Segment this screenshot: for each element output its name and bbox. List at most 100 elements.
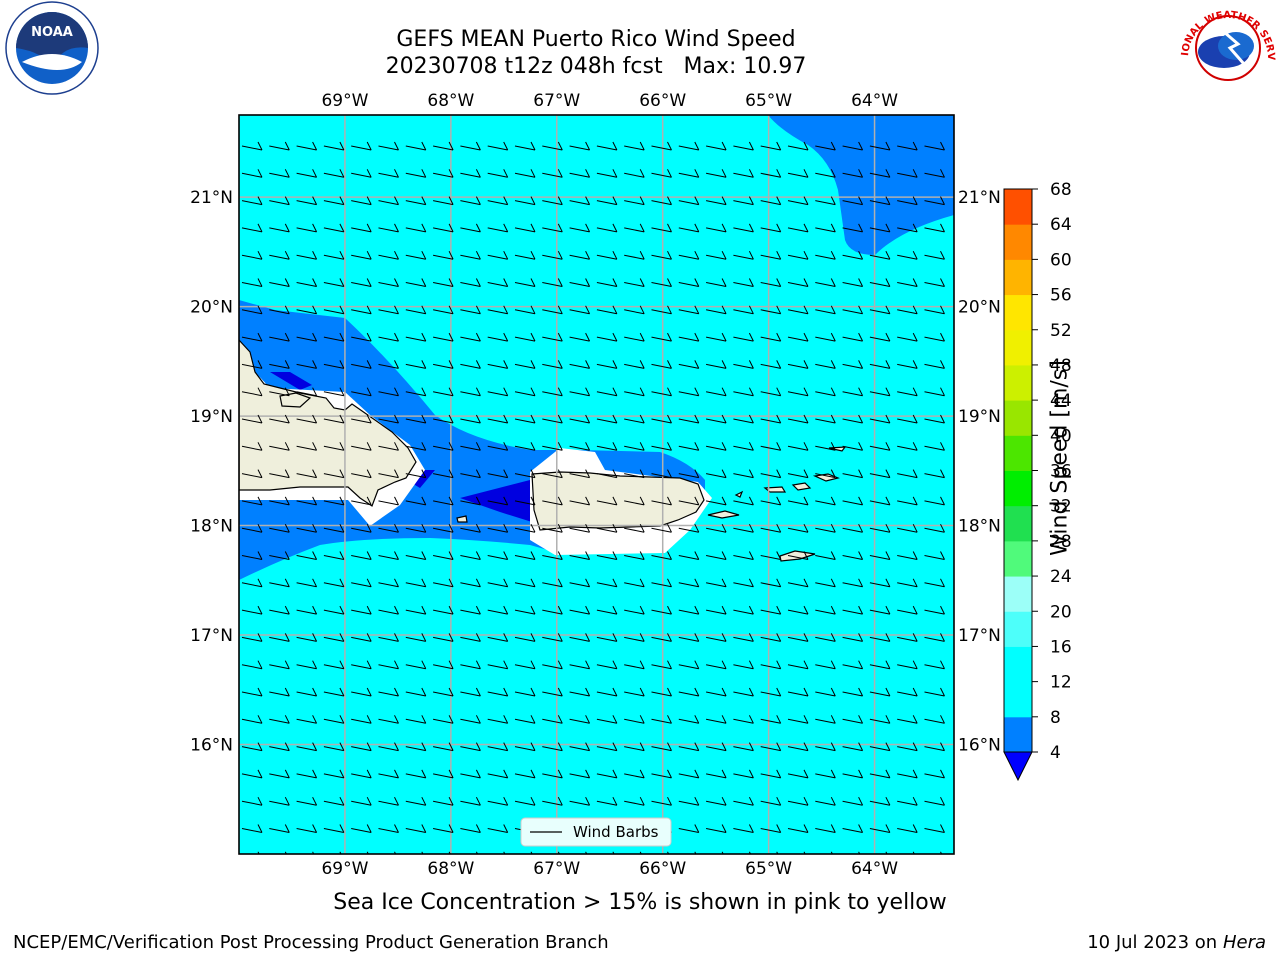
wind-barb bbox=[624, 196, 645, 206]
wind-barb bbox=[405, 414, 427, 424]
wind-barb bbox=[651, 769, 672, 779]
wind-barb bbox=[678, 715, 700, 724]
wind-barb bbox=[460, 442, 481, 451]
colorbar-tick-label: 64 bbox=[1050, 215, 1072, 235]
wind-barb bbox=[706, 278, 727, 287]
wind-barb bbox=[351, 633, 372, 642]
wind-barb bbox=[760, 414, 782, 424]
lon-label-top: 68°W bbox=[427, 91, 474, 111]
wind-barb bbox=[460, 414, 481, 424]
footer-date: 10 Jul 2023 on Hera bbox=[1087, 932, 1266, 953]
wind-barb bbox=[706, 796, 727, 806]
wind-barb bbox=[487, 169, 509, 178]
wind-barb bbox=[924, 360, 945, 369]
wind-barb bbox=[433, 442, 454, 451]
wind-barb bbox=[241, 414, 263, 424]
wind-barb bbox=[241, 824, 263, 833]
wind-barb bbox=[624, 523, 645, 533]
wind-barb bbox=[624, 605, 645, 615]
wind-barb bbox=[351, 824, 372, 833]
wind-barb bbox=[678, 223, 700, 233]
wind-barb bbox=[787, 360, 809, 369]
colorbar-segment bbox=[1004, 189, 1032, 225]
wind-barb bbox=[842, 278, 864, 287]
wind-barb bbox=[787, 551, 809, 560]
wind-barb bbox=[897, 196, 918, 206]
wind-barb bbox=[542, 578, 563, 588]
wind-barb bbox=[460, 250, 481, 260]
wind-barb bbox=[421, 851, 424, 854]
wind-barb bbox=[897, 442, 918, 451]
wind-barb bbox=[296, 196, 318, 206]
wind-barb bbox=[706, 141, 727, 151]
wind-barb bbox=[351, 687, 372, 697]
wind-barb bbox=[323, 824, 345, 833]
wind-barb bbox=[760, 824, 782, 833]
wind-barb bbox=[651, 578, 672, 588]
wind-barb bbox=[596, 278, 618, 287]
wind-barb bbox=[678, 414, 700, 424]
wind-barb bbox=[596, 796, 618, 806]
wind-barb bbox=[542, 196, 563, 206]
wind-barb bbox=[760, 660, 782, 670]
wind-barb bbox=[569, 523, 591, 533]
wind-barb bbox=[815, 141, 836, 151]
wind-barb bbox=[542, 360, 563, 369]
wind-barb bbox=[241, 442, 263, 451]
map-gridlines bbox=[239, 115, 954, 854]
wind-barb bbox=[460, 551, 481, 560]
lat-label-right: 18°N bbox=[958, 517, 1001, 537]
wind-barb bbox=[378, 523, 399, 533]
wind-barb bbox=[269, 496, 290, 506]
lat-label-right: 16°N bbox=[958, 736, 1001, 756]
wind-barb bbox=[269, 469, 290, 479]
wind-barb bbox=[569, 605, 591, 615]
wind-barb bbox=[378, 141, 399, 151]
wind-barb bbox=[378, 687, 399, 697]
wind-barb bbox=[514, 687, 536, 697]
wind-barb bbox=[269, 387, 290, 397]
wind-barb bbox=[651, 796, 672, 806]
land-st-croix bbox=[779, 550, 816, 562]
wind-barb bbox=[460, 332, 481, 342]
wind-barb bbox=[405, 141, 427, 151]
wind-barb bbox=[733, 414, 754, 424]
wind-barb bbox=[378, 551, 399, 560]
wind-barb bbox=[514, 715, 536, 724]
wind-barb bbox=[569, 687, 591, 697]
wind-barb bbox=[433, 633, 454, 642]
wind-barb bbox=[323, 223, 345, 233]
wind-barb bbox=[433, 523, 454, 533]
wind-barb bbox=[624, 332, 645, 342]
wind-barb bbox=[514, 769, 536, 779]
wind-barb bbox=[678, 169, 700, 178]
wind-barb bbox=[760, 332, 782, 342]
wind-barb bbox=[869, 223, 891, 233]
wind-barb bbox=[815, 715, 836, 724]
sea-ice-note: Sea Ice Concentration > 15% is shown in … bbox=[333, 890, 947, 915]
wind-barb bbox=[460, 223, 481, 233]
wind-barb bbox=[760, 796, 782, 806]
wind-barb bbox=[706, 578, 727, 588]
wind-barb bbox=[815, 469, 836, 479]
wind-barb bbox=[815, 578, 836, 588]
colorbar-tick-label: 24 bbox=[1050, 567, 1072, 587]
wind-barb bbox=[897, 469, 918, 479]
wind-barb bbox=[460, 715, 481, 724]
wind-barb bbox=[760, 387, 782, 397]
wind-barb bbox=[624, 633, 645, 642]
wind-barb bbox=[624, 715, 645, 724]
wind-barb bbox=[651, 414, 672, 424]
wind-barb bbox=[433, 469, 454, 479]
land-virgin-islands bbox=[734, 446, 847, 498]
lat-label-left: 16°N bbox=[190, 736, 233, 756]
wind-barb bbox=[706, 605, 727, 615]
wind-barb bbox=[542, 633, 563, 642]
wind-barb bbox=[460, 769, 481, 779]
national-weather-service-logo: NATIONAL WEATHER SERVICE bbox=[1180, 2, 1276, 94]
wind-barb bbox=[760, 169, 782, 178]
wind-barb bbox=[351, 223, 372, 233]
wind-barb bbox=[351, 332, 372, 342]
wind-barb bbox=[897, 141, 918, 151]
wind-barb bbox=[269, 360, 290, 369]
